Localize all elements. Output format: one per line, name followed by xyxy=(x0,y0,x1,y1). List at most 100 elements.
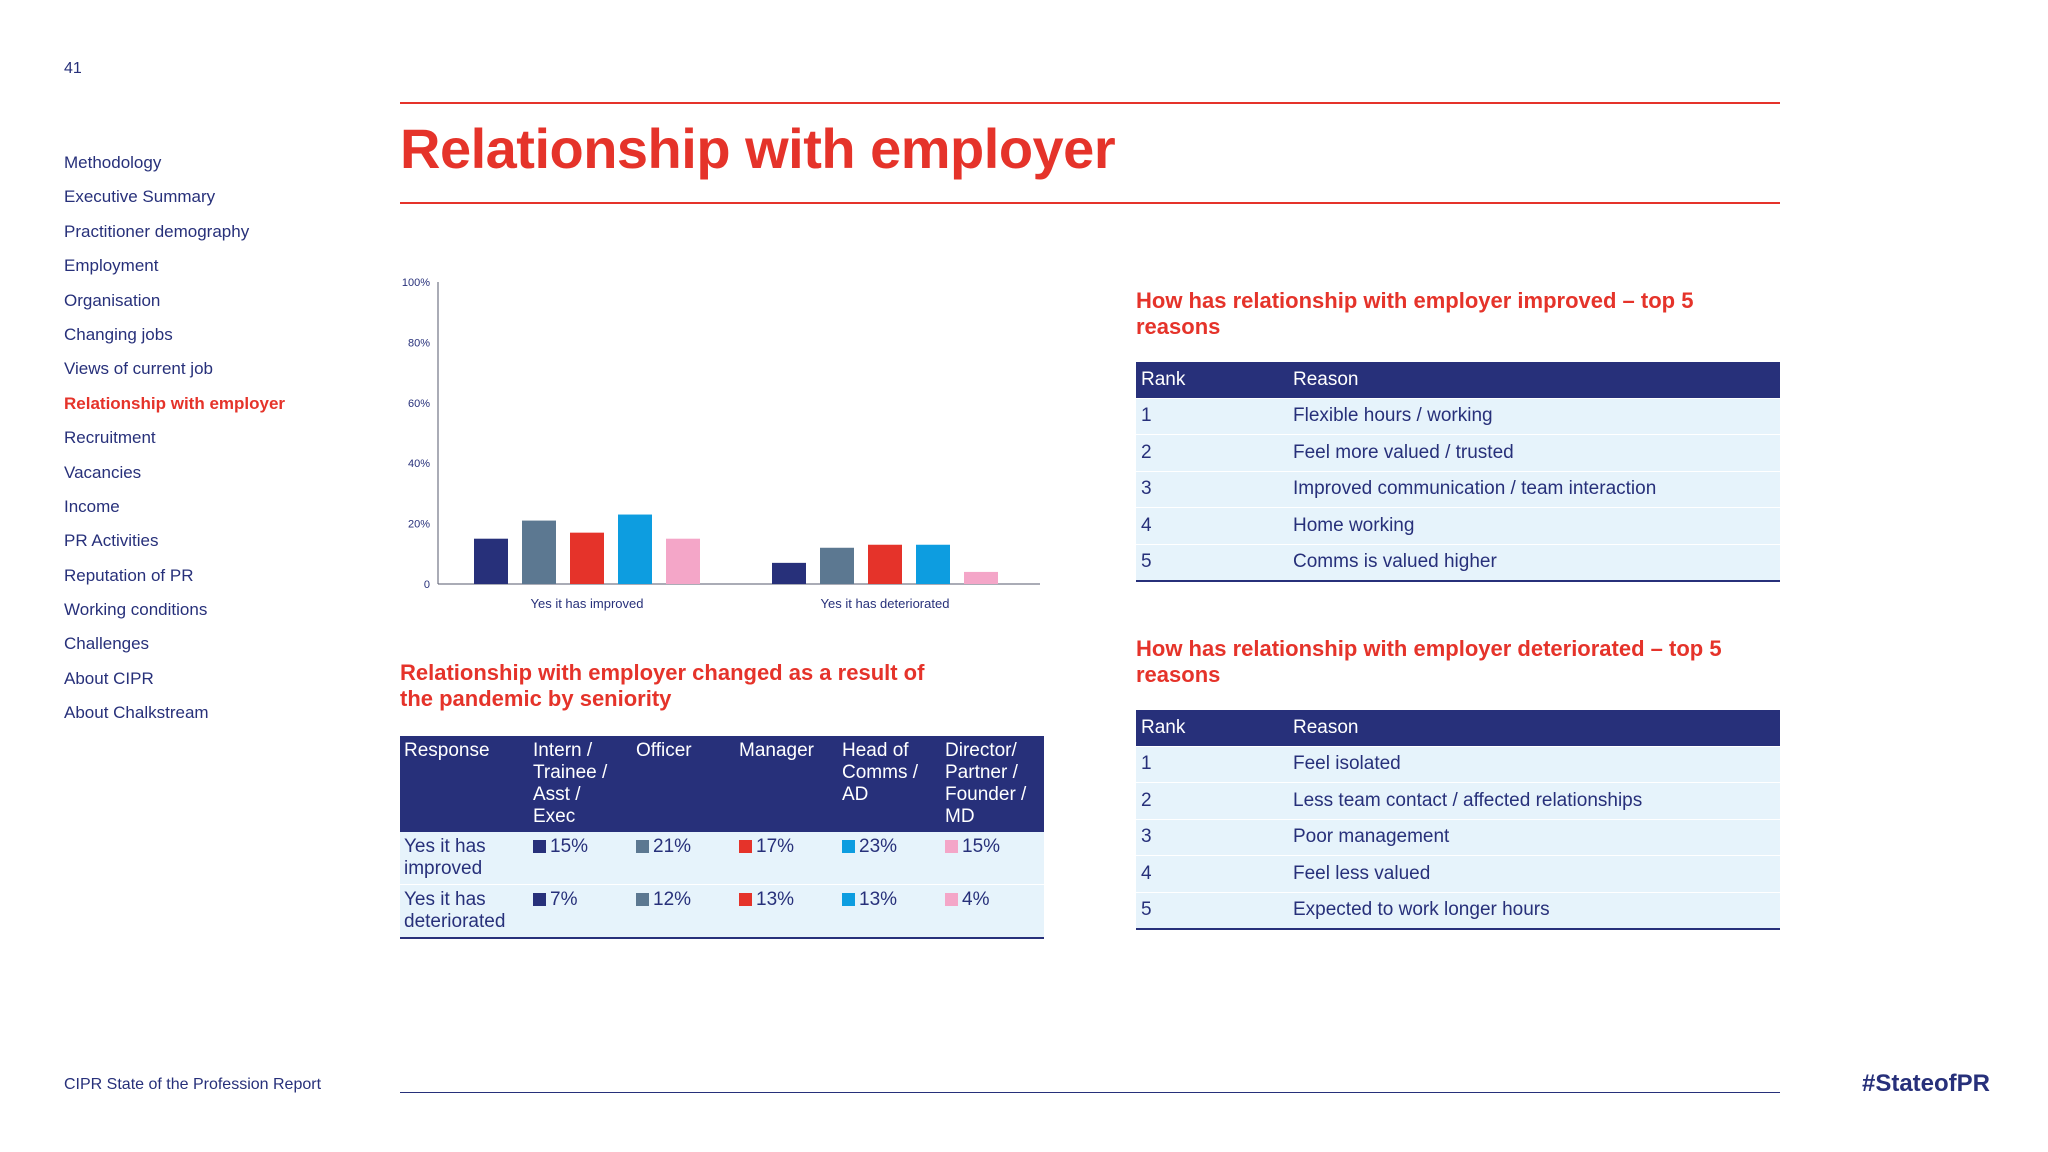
reason-cell: Feel isolated xyxy=(1288,745,1780,783)
table-cell: 4% xyxy=(941,884,1044,939)
col-header-rank: Rank xyxy=(1136,710,1288,746)
sidebar-item-reputation-of-pr[interactable]: Reputation of PR xyxy=(64,565,194,585)
table-header-row: Rank Reason xyxy=(1136,710,1780,746)
seniority-bar-chart: 0 20% 40% 60% 80% 100% Yes it has improved Yes … xyxy=(390,272,1060,620)
bar xyxy=(772,562,806,584)
footer-report-title: CIPR State of the Profession Report xyxy=(64,1076,322,1093)
table-cell: 15% xyxy=(941,832,1044,885)
seniority-heading: Relationship with employer changed as a … xyxy=(400,660,925,711)
sidebar-item-recruitment[interactable]: Recruitment xyxy=(64,428,156,448)
bar xyxy=(618,514,652,584)
title-divider xyxy=(400,202,1780,204)
sidebar-item-methodology[interactable]: Methodology xyxy=(64,153,162,172)
swatch-icon xyxy=(739,893,752,906)
sidebar-item-relationship-with-employer[interactable]: Relationship with employer xyxy=(64,393,286,413)
table-row: 5 Expected to work longer hours xyxy=(1136,891,1780,930)
swatch-icon xyxy=(945,893,958,906)
rank-cell: 3 xyxy=(1136,470,1288,508)
y-tick-label: 20% xyxy=(408,519,430,531)
bar xyxy=(916,544,950,584)
improved-heading: How has relationship with employer impro… xyxy=(1136,288,1694,339)
y-tick-label: 80% xyxy=(408,337,430,349)
col-header-reason: Reason xyxy=(1288,362,1780,398)
col-header-officer: Officer xyxy=(632,736,735,832)
rank-cell: 5 xyxy=(1136,891,1288,930)
table-row: 1 Flexible hours / working xyxy=(1136,397,1780,435)
sidebar-item-vacancies[interactable]: Vacancies xyxy=(64,462,142,482)
table-cell: 23% xyxy=(838,832,941,885)
rank-cell: 5 xyxy=(1136,543,1288,582)
page-title: Relationship with employer xyxy=(400,117,1116,180)
sidebar-item-challenges[interactable]: Challenges xyxy=(64,634,150,654)
reason-cell: Feel more valued / trusted xyxy=(1288,434,1780,471)
cell-value: 17% xyxy=(756,836,795,857)
sidebar-nav: Methodology Executive Summary Practition… xyxy=(64,146,364,731)
swatch-icon xyxy=(636,893,649,906)
bar xyxy=(820,547,854,584)
table-cell: 13% xyxy=(838,884,941,939)
rank-cell: 2 xyxy=(1136,782,1288,819)
reason-cell: Less team contact / affected relationshi… xyxy=(1288,782,1780,819)
col-header-head-of-comms: Head of Comms / AD xyxy=(838,736,941,832)
col-header-manager: Manager xyxy=(735,736,838,832)
table-row: 3 Poor management xyxy=(1136,818,1780,856)
bar-chart-svg: 0 20% 40% 60% 80% 100% Yes it has improved Yes … xyxy=(402,277,1040,611)
sidebar-item-pr-activities[interactable]: PR Activities xyxy=(64,531,159,551)
table-row: 2 Feel more valued / trusted xyxy=(1136,434,1780,471)
cell-value: 13% xyxy=(859,889,898,910)
bar xyxy=(522,520,556,584)
footer-hashtag: #StateofPR xyxy=(1861,1070,1990,1097)
swatch-icon xyxy=(842,840,855,853)
sidebar-item-views-of-current-job[interactable]: Views of current job xyxy=(64,359,213,379)
table-row: 4 Home working xyxy=(1136,507,1780,544)
col-header-rank: Rank xyxy=(1136,362,1288,398)
reason-cell: Feel less valued xyxy=(1288,855,1780,892)
cell-value: 15% xyxy=(962,836,1001,857)
cell-value: 15% xyxy=(550,836,589,857)
y-tick-label: 100% xyxy=(402,277,430,289)
cell-value: 13% xyxy=(756,889,795,910)
reason-cell: Comms is valued higher xyxy=(1288,543,1780,582)
x-tick-label: Yes it has deteriorated xyxy=(821,596,950,611)
reason-cell: Home working xyxy=(1288,507,1780,544)
bar xyxy=(666,538,700,584)
top-divider xyxy=(400,102,1780,104)
reason-cell: Expected to work longer hours xyxy=(1288,891,1780,930)
swatch-icon xyxy=(945,840,958,853)
table-cell: 17% xyxy=(735,832,838,885)
sidebar-item-executive-summary[interactable]: Executive Summary xyxy=(64,187,216,207)
rank-cell: 4 xyxy=(1136,507,1288,544)
col-header-reason: Reason xyxy=(1288,710,1780,746)
cell-value: 12% xyxy=(653,889,692,910)
sidebar-item-about-chalkstream[interactable]: About Chalkstream xyxy=(64,703,209,723)
table-header-row: Response Intern / Trainee / Asst / Exec … xyxy=(400,736,1044,832)
table-row: 4 Feel less valued xyxy=(1136,855,1780,892)
rank-cell: 3 xyxy=(1136,818,1288,856)
page-number: 41 xyxy=(64,60,82,77)
sidebar-item-working-conditions[interactable]: Working conditions xyxy=(64,600,208,620)
table-cell: 12% xyxy=(632,884,735,939)
cell-value: 7% xyxy=(550,889,578,910)
cell-value: 21% xyxy=(653,836,692,857)
table-row: 2 Less team contact / affected relationsh… xyxy=(1136,782,1780,819)
sidebar-item-about-cipr[interactable]: About CIPR xyxy=(64,668,154,688)
table-row: Yes it has improved 15% 21% 17% 23% 15% xyxy=(400,832,1044,885)
table-cell: 21% xyxy=(632,832,735,885)
table-row: 1 Feel isolated xyxy=(1136,745,1780,783)
cell-value: 23% xyxy=(859,836,898,857)
deteriorated-reasons-table: Rank Reason 1 Feel isolated 2 Less team co… xyxy=(1136,710,1780,930)
rank-cell: 4 xyxy=(1136,855,1288,892)
rank-cell: 2 xyxy=(1136,434,1288,471)
swatch-icon xyxy=(842,893,855,906)
reason-cell: Improved communication / team interactio… xyxy=(1288,470,1780,508)
table-cell: 13% xyxy=(735,884,838,939)
table-cell: 15% xyxy=(529,832,632,885)
sidebar-item-organisation[interactable]: Organisation xyxy=(64,290,161,310)
sidebar-item-changing-jobs[interactable]: Changing jobs xyxy=(64,324,173,344)
sidebar-item-employment[interactable]: Employment xyxy=(64,256,159,276)
y-tick-label: 0 xyxy=(424,579,430,591)
sidebar-item-practitioner-demography[interactable]: Practitioner demography xyxy=(64,221,250,241)
table-header-row: Rank Reason xyxy=(1136,362,1780,398)
sidebar-item-income[interactable]: Income xyxy=(64,496,120,516)
